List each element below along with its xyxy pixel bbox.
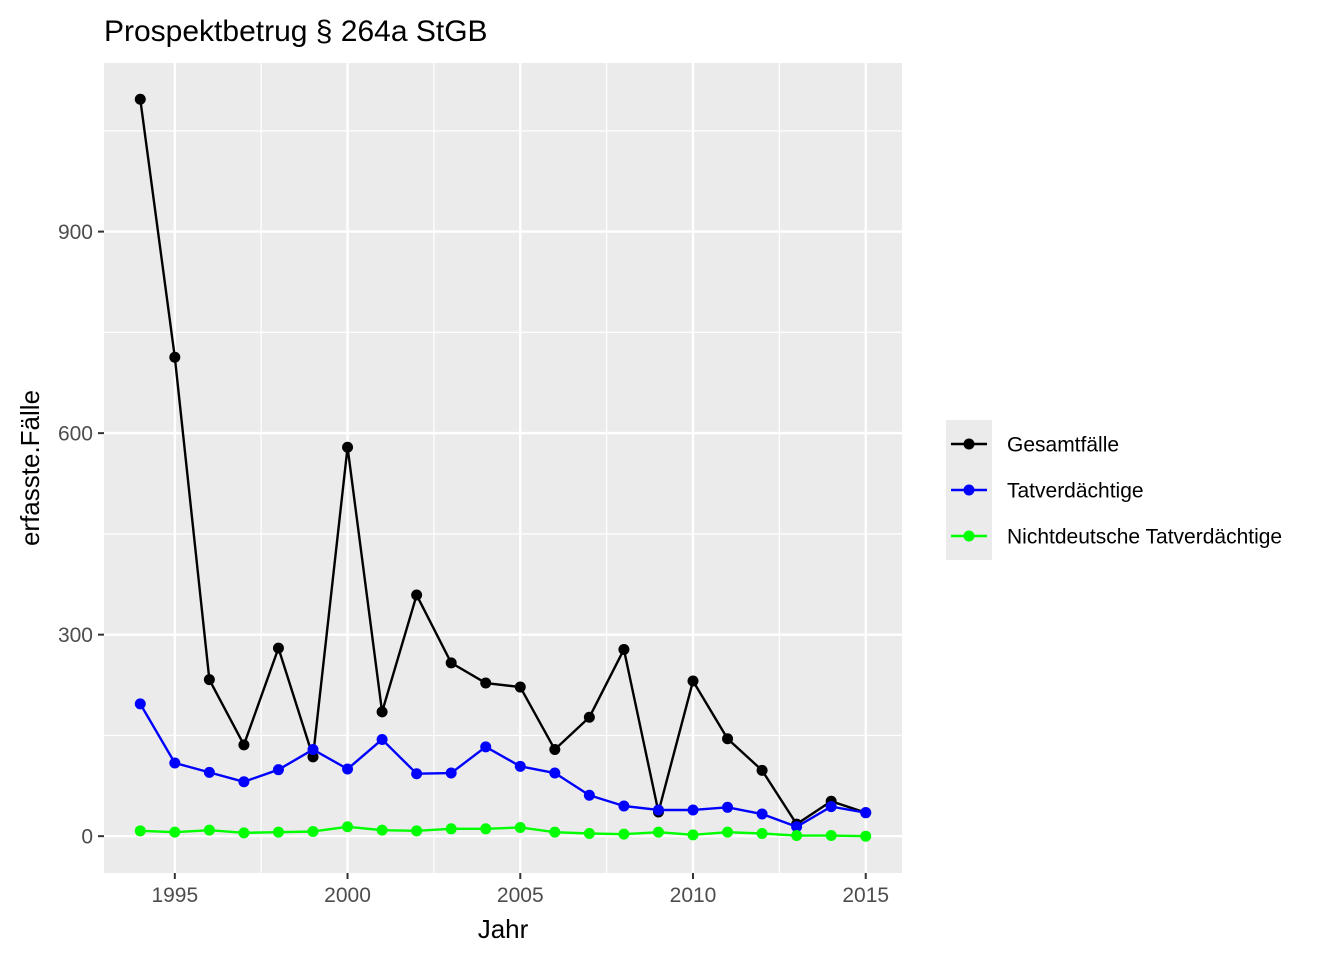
data-point xyxy=(791,821,803,833)
data-point xyxy=(445,767,457,779)
data-point xyxy=(687,675,699,687)
legend-key-point xyxy=(963,530,975,542)
chart-title: Prospektbetrug § 264a StGB xyxy=(104,15,488,48)
data-point xyxy=(411,768,423,780)
data-point xyxy=(583,789,595,801)
x-tick-label: 2000 xyxy=(324,884,371,907)
axes: 1995 2000 2005 2010 2015 0 300 600 900 xyxy=(58,221,889,907)
data-point xyxy=(203,674,215,686)
data-point xyxy=(549,826,561,838)
data-point xyxy=(549,744,561,756)
data-point xyxy=(756,828,768,840)
x-tick-label: 1995 xyxy=(151,884,198,907)
x-tick-label: 2010 xyxy=(670,884,717,907)
data-point xyxy=(722,801,734,813)
data-point xyxy=(376,706,388,718)
legend-label: Gesamtfälle xyxy=(1007,434,1119,457)
data-point xyxy=(203,766,215,778)
legend-label: Nichtdeutsche Tatverdächtige xyxy=(1007,526,1282,549)
data-point xyxy=(411,825,423,837)
data-point xyxy=(411,589,423,601)
x-tick-label: 2005 xyxy=(497,884,544,907)
data-point xyxy=(825,830,837,842)
series-line-0 xyxy=(139,99,867,826)
data-point xyxy=(618,800,630,812)
data-point xyxy=(376,824,388,836)
data-point xyxy=(134,825,146,837)
minor-gridlines xyxy=(104,63,902,873)
data-point xyxy=(169,351,181,363)
data-point xyxy=(618,828,630,840)
major-gridlines xyxy=(104,63,902,873)
data-series xyxy=(134,93,872,842)
legend-label: Tatverdächtige xyxy=(1007,480,1144,503)
x-tick-label: 2015 xyxy=(842,884,889,907)
series-line-2 xyxy=(140,825,866,838)
data-point xyxy=(825,801,837,813)
data-point xyxy=(549,767,561,779)
plot-panel xyxy=(104,63,902,873)
data-point xyxy=(722,826,734,838)
data-point xyxy=(583,828,595,840)
data-point xyxy=(445,657,457,669)
data-point xyxy=(134,93,146,105)
data-point xyxy=(583,711,595,723)
data-point xyxy=(272,826,284,838)
legend-key-point xyxy=(963,438,975,450)
data-point xyxy=(342,821,354,833)
series-line-1 xyxy=(139,703,866,828)
data-point xyxy=(618,643,630,655)
data-point xyxy=(376,733,388,745)
data-point xyxy=(687,829,699,841)
data-point xyxy=(480,677,492,689)
data-point xyxy=(238,739,250,751)
data-point xyxy=(480,823,492,835)
data-point xyxy=(238,776,250,788)
data-point xyxy=(203,824,215,836)
data-point xyxy=(307,825,319,837)
data-point xyxy=(480,741,492,753)
x-axis-title: Jahr xyxy=(478,914,529,944)
data-point xyxy=(756,764,768,776)
data-point xyxy=(272,642,284,654)
data-point xyxy=(791,830,803,842)
data-point xyxy=(445,823,457,835)
data-point xyxy=(652,804,664,816)
data-point xyxy=(238,827,250,839)
data-point xyxy=(134,698,146,710)
y-axis-title: erfasste.Fälle xyxy=(15,390,45,546)
data-point xyxy=(722,733,734,745)
data-point xyxy=(169,826,181,838)
data-point xyxy=(169,757,181,769)
y-tick-label: 0 xyxy=(81,826,93,849)
legend: Gesamtfälle Tatverdächtige Nichtdeutsche T… xyxy=(951,434,1282,549)
data-point xyxy=(342,441,354,453)
data-point xyxy=(687,804,699,816)
data-point xyxy=(756,808,768,820)
data-point xyxy=(514,681,526,693)
legend-key-point xyxy=(963,484,975,496)
data-point xyxy=(272,764,284,776)
data-point xyxy=(342,763,354,775)
data-point xyxy=(514,821,526,833)
data-point xyxy=(307,744,319,756)
data-point xyxy=(652,826,664,838)
y-tick-label: 900 xyxy=(58,221,93,244)
data-point xyxy=(860,830,872,842)
data-point xyxy=(860,807,872,819)
y-tick-label: 300 xyxy=(58,624,93,647)
data-point xyxy=(514,760,526,772)
y-tick-label: 600 xyxy=(58,423,93,446)
